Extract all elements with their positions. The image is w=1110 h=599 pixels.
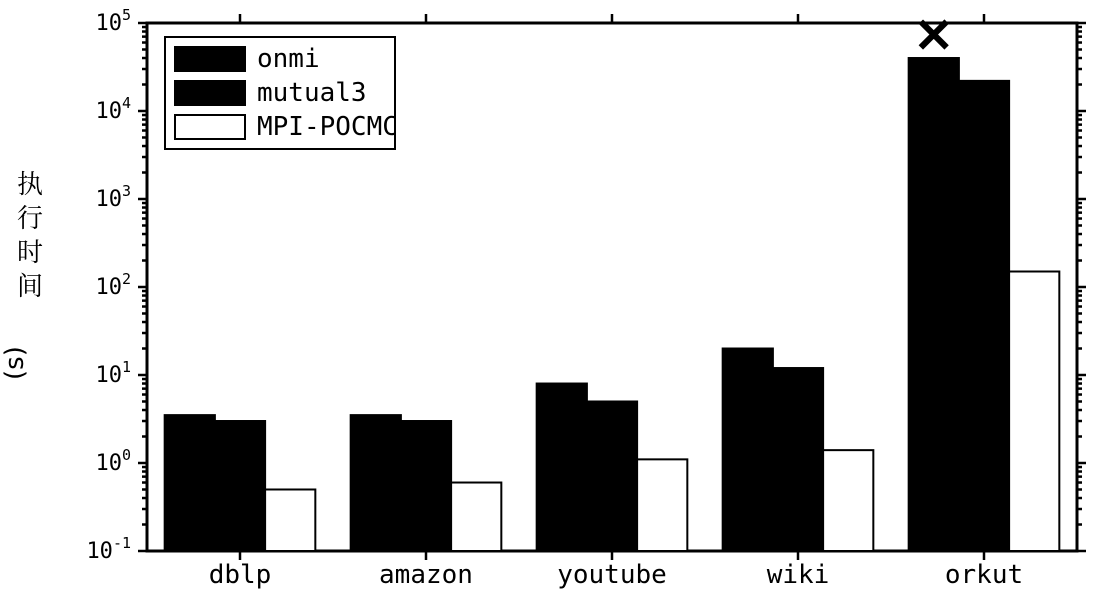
legend-swatch bbox=[175, 47, 245, 71]
y-axis-label: 执行时间 bbox=[0, 0, 60, 599]
x-tick-label: orkut bbox=[945, 560, 1023, 590]
bar-MPI-POCMC bbox=[637, 459, 687, 551]
y-tick-label: 105 bbox=[95, 6, 131, 36]
y-tick-label: 10-1 bbox=[86, 534, 131, 564]
y-tick-label: 101 bbox=[95, 358, 131, 388]
y-axis-label-cjk: 执行时间 bbox=[12, 170, 49, 306]
x-tick-label: amazon bbox=[379, 560, 473, 590]
y-tick-label: 104 bbox=[95, 94, 131, 124]
bar-MPI-POCMC bbox=[265, 489, 315, 551]
bar-MPI-POCMC bbox=[823, 450, 873, 551]
legend-label: mutual3 bbox=[257, 78, 367, 108]
svg-text:103: 103 bbox=[95, 182, 131, 212]
bar-mutual3 bbox=[401, 421, 451, 551]
y-axis-label-unit: (s) bbox=[0, 346, 30, 380]
legend-label: onmi bbox=[257, 44, 320, 74]
svg-text:10-1: 10-1 bbox=[86, 534, 131, 564]
svg-text:101: 101 bbox=[95, 358, 131, 388]
svg-text:102: 102 bbox=[95, 270, 131, 300]
x-tick-label: wiki bbox=[767, 560, 830, 590]
x-tick-label: youtube bbox=[557, 560, 667, 590]
x-tick-label: dblp bbox=[209, 560, 272, 590]
bar-mutual3 bbox=[587, 401, 637, 551]
plot-area: 10-1100101102103104105dblpamazonyoutubew… bbox=[147, 23, 1077, 551]
svg-text:100: 100 bbox=[95, 446, 131, 476]
bar-chart-figure: 执行时间 (s) 10-1100101102103104105dblpamazo… bbox=[0, 0, 1110, 599]
bar-onmi bbox=[165, 415, 215, 551]
y-tick-label: 103 bbox=[95, 182, 131, 212]
fail-marker-icon: ✕ bbox=[914, 10, 954, 63]
svg-text:104: 104 bbox=[95, 94, 131, 124]
bar-MPI-POCMC bbox=[451, 483, 501, 551]
legend: onmi mutual3 MPI-POCMC bbox=[165, 37, 398, 149]
svg-text:105: 105 bbox=[95, 6, 131, 36]
legend-swatch bbox=[175, 115, 245, 139]
bar-onmi bbox=[351, 415, 401, 551]
bar-onmi bbox=[537, 384, 587, 551]
plot-svg: 10-1100101102103104105dblpamazonyoutubew… bbox=[147, 23, 1077, 551]
bar-onmi bbox=[909, 58, 959, 551]
bar-mutual3 bbox=[215, 421, 265, 551]
bar-mutual3 bbox=[773, 368, 823, 551]
y-tick-label: 102 bbox=[95, 270, 131, 300]
legend-label: MPI-POCMC bbox=[257, 112, 398, 142]
y-tick-label: 100 bbox=[95, 446, 131, 476]
bar-MPI-POCMC bbox=[1009, 272, 1059, 551]
legend-swatch bbox=[175, 81, 245, 105]
bar-mutual3 bbox=[959, 81, 1009, 551]
bar-onmi bbox=[723, 349, 773, 551]
